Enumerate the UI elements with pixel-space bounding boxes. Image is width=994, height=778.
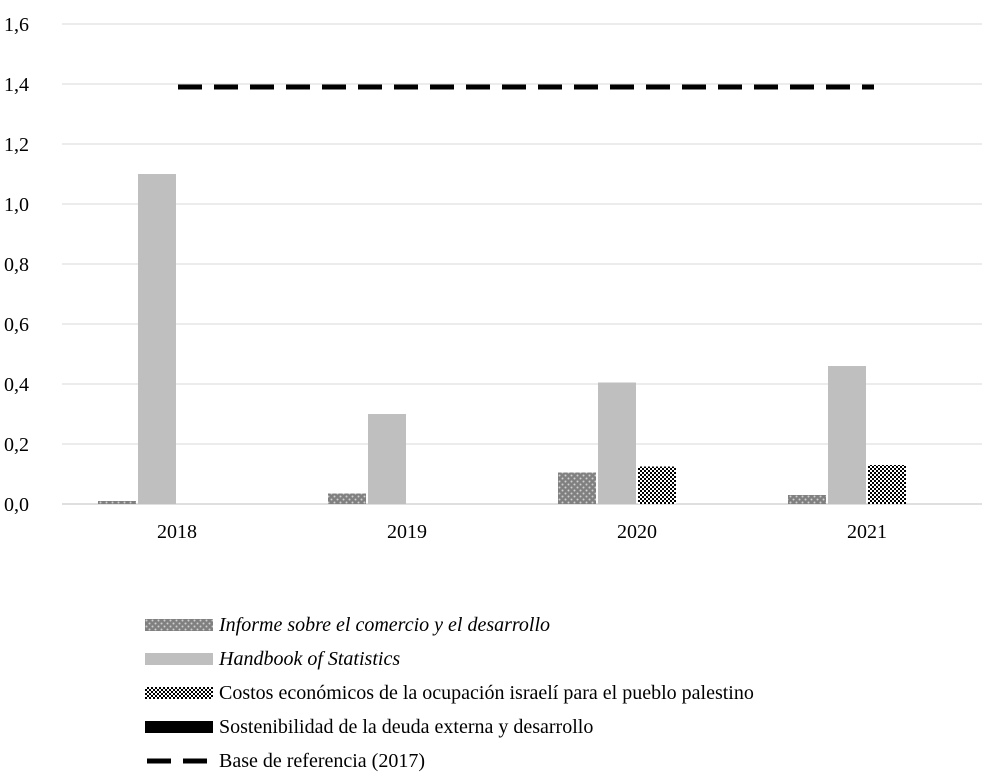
x-tick-label: 2020 [617,521,657,543]
y-tick-label: 0,6 [4,314,29,336]
legend-item: Handbook of Statistics [145,642,754,676]
bars [98,174,906,504]
legend-swatch [145,721,213,733]
x-tick-label: 2021 [847,521,887,543]
legend-swatch [145,653,213,665]
legend: Informe sobre el comercio y el desarroll… [145,608,754,778]
bar [98,501,136,504]
x-axis-ticks: 2018 2019 2020 2021 [157,521,887,543]
legend-label: Handbook of Statistics [219,647,401,670]
y-tick-label: 1,6 [4,14,29,36]
y-tick-label: 0,0 [4,494,29,516]
bar [368,414,406,504]
bar [868,465,906,504]
x-tick-label: 2018 [157,521,197,543]
y-tick-label: 0,2 [4,434,29,456]
y-tick-label: 1,0 [4,194,29,216]
legend-item: Sostenibilidad de la deuda externa y des… [145,710,754,744]
legend-label: Costos económicos de la ocupación israel… [219,681,754,704]
y-axis-ticks: 0,0 0,2 0,4 0,6 0,8 1,0 1,2 1,4 1,6 [4,14,29,516]
legend-item: Informe sobre el comercio y el desarroll… [145,608,754,642]
legend-swatch [145,619,213,631]
bar [598,382,636,504]
legend-label: Base de referencia (2017) [219,749,425,772]
legend-item: Costos económicos de la ocupación israel… [145,676,754,710]
bar-chart: 0,0 0,2 0,4 0,6 0,8 1,0 1,2 1,4 1,6 2018 2019 2020… [4,14,982,543]
y-tick-label: 1,4 [4,74,29,96]
legend-label: Sostenibilidad de la deuda externa y des… [219,715,594,738]
bar [828,366,866,504]
legend-swatch [147,758,213,764]
bar [138,174,176,504]
bar [328,493,366,504]
y-tick-label: 0,8 [4,254,29,276]
legend-label: Informe sobre el comercio y el desarroll… [219,613,551,636]
x-tick-label: 2019 [387,521,427,543]
bar [788,495,826,504]
legend-item: Base de referencia (2017) [145,744,754,778]
y-tick-label: 1,2 [4,134,29,156]
bar [638,466,676,504]
legend-swatch [145,687,213,699]
gridlines [62,23,982,505]
y-tick-label: 0,4 [4,374,29,396]
bar [558,472,596,504]
